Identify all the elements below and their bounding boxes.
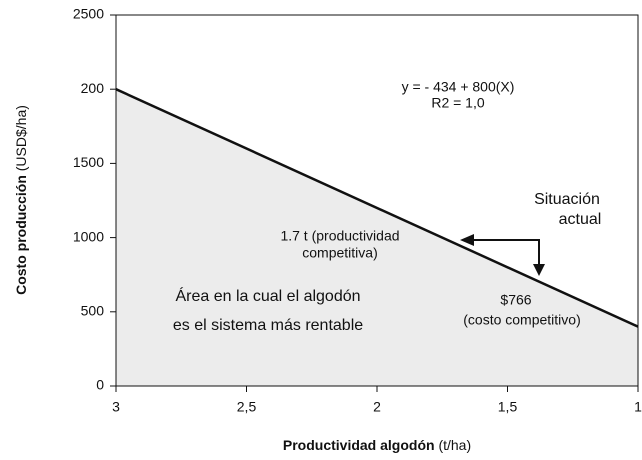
x-tick-label: 1,5 bbox=[498, 399, 518, 415]
y-tick-label: 200 bbox=[81, 80, 105, 96]
x-axis-title-unit: (t/ha) bbox=[438, 437, 471, 453]
arrow-head bbox=[460, 234, 474, 246]
annotation: competitiva) bbox=[302, 245, 377, 261]
x-axis-title-main: Productividad algodón bbox=[283, 437, 435, 453]
y-axis-title: Costo producción (USD$/ha) bbox=[13, 105, 29, 295]
x-axis-title: Productividad algodón (t/ha) bbox=[283, 437, 471, 453]
arrow-line bbox=[472, 239, 540, 266]
annotation: 1.7 t (productividad bbox=[280, 228, 399, 244]
y-tick-label: 1000 bbox=[73, 228, 104, 244]
arrows bbox=[460, 234, 545, 276]
y-axis-title-unit: (USD$/ha) bbox=[13, 105, 29, 171]
annotation: $766 bbox=[500, 292, 531, 308]
plot-area bbox=[115, 88, 639, 386]
equation: y = - 434 + 800(X) bbox=[402, 79, 515, 95]
annotation: Situación bbox=[534, 191, 600, 208]
y-axis-title-main: Costo producción bbox=[13, 175, 29, 295]
annotation: actual bbox=[559, 211, 602, 228]
area bbox=[116, 89, 638, 386]
arrow-head bbox=[533, 264, 545, 276]
x-tick-label: 2,5 bbox=[237, 399, 257, 415]
line bbox=[115, 88, 639, 328]
r-squared: R2 = 1,0 bbox=[431, 95, 485, 111]
x-tick-label: 3 bbox=[112, 399, 120, 415]
y-tick-label: 1500 bbox=[73, 154, 104, 170]
y-tick-label: 0 bbox=[96, 377, 104, 393]
annotation: Área en la cual el algodón bbox=[175, 286, 360, 305]
annotation: (costo competitivo) bbox=[463, 312, 580, 328]
annotation: es el sistema más rentable bbox=[173, 317, 363, 334]
x-tick-label: 1 bbox=[634, 399, 642, 415]
x-tick-label: 2 bbox=[373, 399, 381, 415]
y-tick-label: 2500 bbox=[73, 6, 104, 22]
y-tick-label: 500 bbox=[81, 303, 105, 319]
